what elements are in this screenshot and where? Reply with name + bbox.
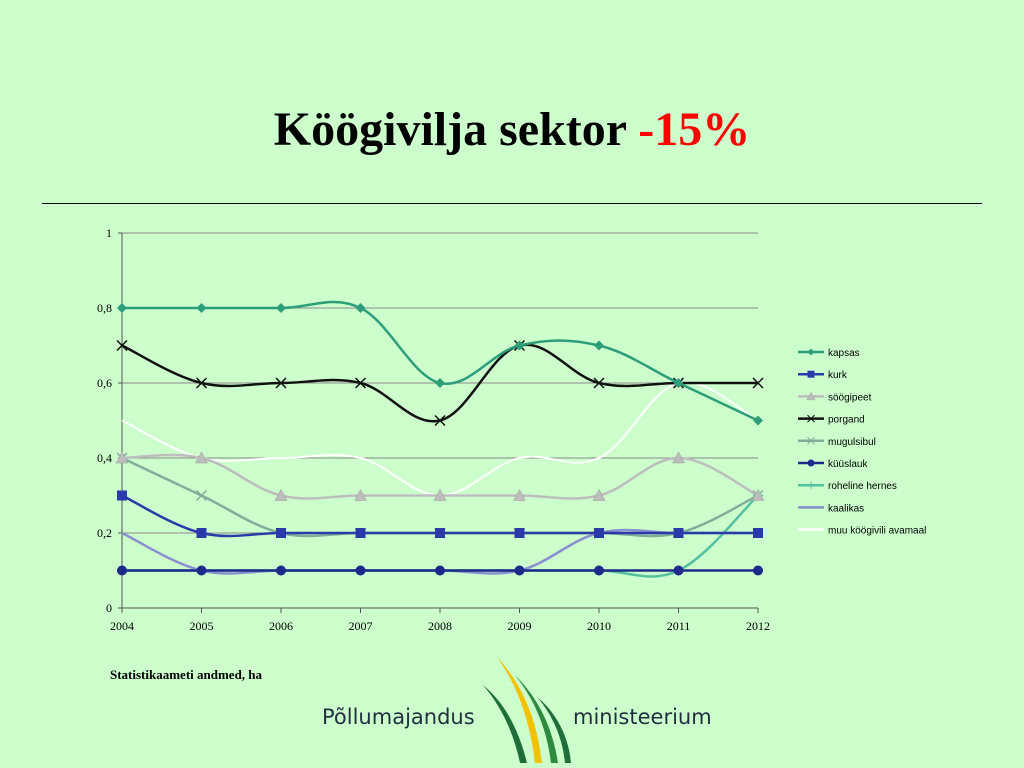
data-point-s-gipeet [433, 488, 447, 501]
data-point-kurk [753, 528, 763, 538]
legend-label: kaalikas [828, 503, 864, 514]
data-point-k-slauk [753, 565, 763, 576]
data-point-kurk [435, 528, 445, 538]
data-point-s-gipeet [115, 451, 129, 464]
logo-text-left: Põllumajandus [322, 705, 475, 729]
data-point-porgand [116, 339, 128, 352]
data-point-k-slauk [435, 565, 445, 576]
data-point-kurk [355, 528, 366, 538]
data-point-k-slauk [355, 565, 366, 576]
legend-label: kurk [828, 370, 848, 381]
data-point-s-gipeet [195, 451, 208, 464]
data-point-porgand [195, 377, 208, 389]
ministry-logo: Põllumajandus ministeerium [315, 645, 735, 768]
legend-marker-roheline-hernes [807, 481, 815, 489]
data-point-kurk [117, 490, 127, 501]
data-point-kapsas [594, 340, 604, 351]
data-point-porgand [434, 414, 446, 427]
x-tick-label: 2011 [667, 619, 691, 633]
data-point-mugulsibul [195, 489, 208, 502]
x-tick-label: 2007 [349, 619, 373, 633]
data-point-kurk [594, 528, 604, 538]
x-tick-label: 2008 [428, 619, 452, 633]
data-point-kurk [196, 528, 207, 538]
y-tick-label: 1 [106, 226, 112, 240]
y-tick-label: 0 [106, 601, 112, 615]
data-point-k-slauk [117, 565, 127, 576]
x-tick-label: 2005 [190, 619, 214, 633]
data-point-kurk [514, 528, 525, 538]
x-tick-label: 2004 [110, 619, 134, 633]
legend-marker-kapsas [807, 348, 815, 356]
legend-label: kapsas [828, 348, 860, 359]
data-point-k-slauk [276, 565, 286, 576]
logo-text-right: ministeerium [573, 705, 712, 729]
data-point-kurk [276, 528, 286, 538]
legend-label: porgand [828, 415, 865, 426]
x-tick-label: 2012 [746, 619, 770, 633]
legend-marker-k-slauk [807, 459, 815, 467]
wheat-stalks-icon [483, 657, 571, 763]
series-line-muu-k-givili-avamaal [121, 381, 759, 497]
data-point-porgand [354, 377, 367, 389]
y-tick-label: 0,2 [97, 526, 112, 540]
legend-marker-mugulsibul [807, 436, 815, 445]
data-point-porgand [275, 377, 287, 389]
data-point-s-gipeet [354, 488, 367, 501]
y-tick-label: 0,6 [97, 376, 112, 390]
data-point-porgand [752, 377, 764, 389]
data-point-s-gipeet [672, 451, 685, 464]
data-point-s-gipeet [751, 488, 765, 501]
legend-label: söögipeet [828, 392, 872, 403]
x-tick-label: 2009 [508, 619, 532, 633]
data-point-k-slauk [594, 565, 604, 576]
y-tick-label: 0,4 [97, 451, 112, 465]
legend-marker-porgand [807, 414, 815, 423]
source-note: Statistikaameti andmed, ha [110, 667, 263, 682]
data-point-kapsas [196, 303, 207, 313]
data-point-s-gipeet [592, 488, 606, 501]
data-point-kapsas [117, 303, 127, 313]
legend-marker-s-gipeet [806, 391, 816, 401]
legend-marker-kurk [807, 370, 815, 378]
legend-label: roheline hernes [828, 481, 897, 492]
y-tick-label: 0,8 [97, 301, 112, 315]
data-point-k-slauk [196, 565, 207, 576]
data-point-s-gipeet [274, 488, 288, 501]
data-point-kapsas [435, 378, 445, 388]
data-point-kapsas [276, 303, 286, 313]
x-tick-label: 2010 [587, 619, 611, 633]
data-point-kapsas [673, 378, 684, 388]
data-point-kurk [673, 528, 684, 538]
title-accent: -15% [638, 103, 751, 156]
title-main: Köögivilja sektor [273, 103, 639, 156]
data-point-kapsas [355, 303, 366, 313]
data-point-porgand [593, 377, 605, 389]
legend-label: muu köögivili avamaal [828, 526, 926, 537]
series-line-kapsas [121, 300, 759, 422]
x-tick-label: 2006 [269, 619, 293, 633]
legend-label: küüslauk [828, 459, 868, 470]
data-point-kapsas [514, 340, 525, 351]
data-point-k-slauk [514, 565, 525, 576]
data-point-k-slauk [673, 565, 684, 576]
data-point-kapsas [753, 415, 763, 426]
page-title: Köögivilja sektor -15% [0, 100, 1024, 160]
data-point-s-gipeet [513, 488, 526, 501]
title-divider [42, 203, 982, 204]
legend-label: mugulsibul [828, 437, 876, 448]
